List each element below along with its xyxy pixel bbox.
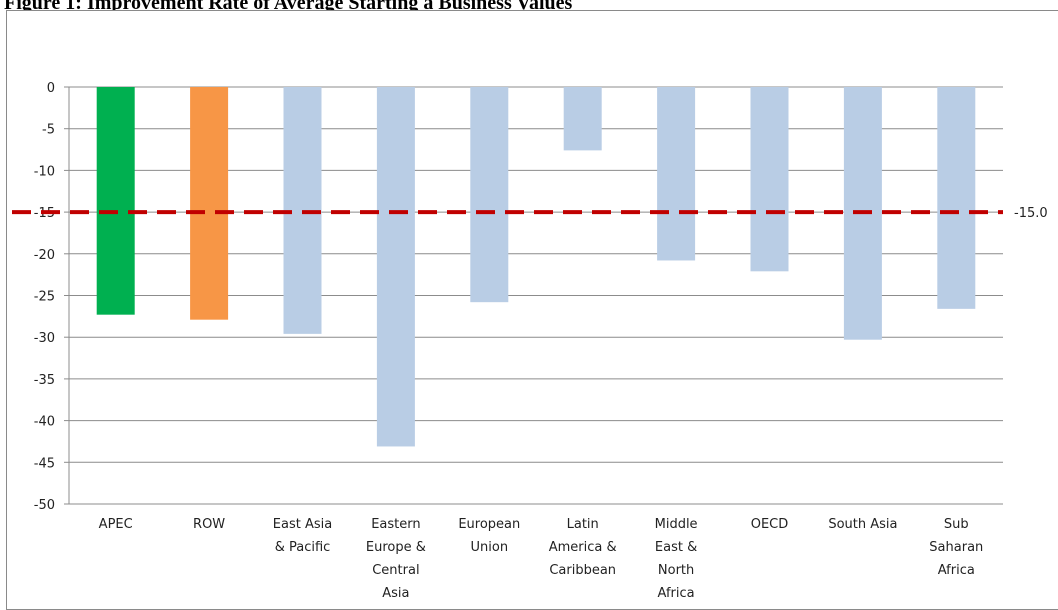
category-label: European Union: [458, 517, 520, 555]
category-label: ROW: [193, 517, 225, 532]
category-label-line: OECD: [751, 517, 789, 532]
category-label-line: Africa: [658, 586, 695, 601]
y-tick-label: -40: [34, 415, 55, 430]
category-label-line: Latin: [567, 517, 599, 532]
bar: [376, 87, 415, 447]
category-label: South Asia: [828, 517, 897, 532]
category-label-line: Caribbean: [549, 563, 616, 578]
y-tick-label: -25: [34, 290, 55, 305]
y-tick-label: 0: [47, 81, 55, 96]
category-label: APEC: [99, 517, 133, 532]
y-tick-label: -10: [34, 164, 55, 179]
category-label-line: Union: [471, 540, 509, 555]
category-label: OECD: [751, 517, 789, 532]
category-label-line: America &: [549, 540, 617, 555]
category-label-line: South Asia: [828, 517, 897, 532]
bar: [657, 87, 696, 261]
category-labels: APEC ROW East Asia & Pacific Eastern Europe &…: [99, 517, 984, 601]
reference-line-label: -15.0: [1014, 206, 1048, 221]
bar: [96, 87, 135, 315]
category-label-line: Saharan: [929, 540, 983, 555]
category-label: Middle East & North Africa: [655, 517, 698, 601]
bar: [470, 87, 509, 303]
y-tick-label: -30: [34, 331, 55, 346]
bar: [937, 87, 976, 309]
reference-line-group: -15.0: [12, 206, 1048, 221]
bars: [96, 87, 976, 447]
y-tick-label: -35: [34, 373, 55, 388]
y-tick-label: -5: [42, 123, 55, 138]
category-label-line: Sub: [944, 517, 969, 532]
category-label-line: North: [658, 563, 694, 578]
category-label-line: ROW: [193, 517, 225, 532]
category-label-line: Europe &: [366, 540, 426, 555]
bar: [750, 87, 789, 272]
y-tick-labels: 0-5-10-15-20-25-30-35-40-45-50: [34, 81, 55, 513]
category-label-line: Central: [372, 563, 419, 578]
category-label-line: Middle: [655, 517, 698, 532]
category-label: Eastern Europe & Central Asia: [366, 517, 426, 601]
category-label: Latin America & Caribbean: [549, 517, 617, 578]
y-tick-label: -50: [34, 498, 55, 513]
category-label-line: Africa: [938, 563, 975, 578]
category-label-line: & Pacific: [275, 540, 331, 555]
category-label-line: Asia: [382, 586, 409, 601]
category-label-line: European: [458, 517, 520, 532]
category-label-line: East &: [655, 540, 697, 555]
bar: [563, 87, 602, 151]
category-label: East Asia & Pacific: [273, 517, 332, 555]
y-tick-label: -20: [34, 248, 55, 263]
category-label-line: East Asia: [273, 517, 332, 532]
bar: [190, 87, 229, 320]
category-label: Sub Saharan Africa: [929, 517, 983, 578]
category-label-line: APEC: [99, 517, 133, 532]
y-tick-label: -45: [34, 456, 55, 471]
axes: [64, 86, 70, 505]
category-label-line: Eastern: [371, 517, 420, 532]
